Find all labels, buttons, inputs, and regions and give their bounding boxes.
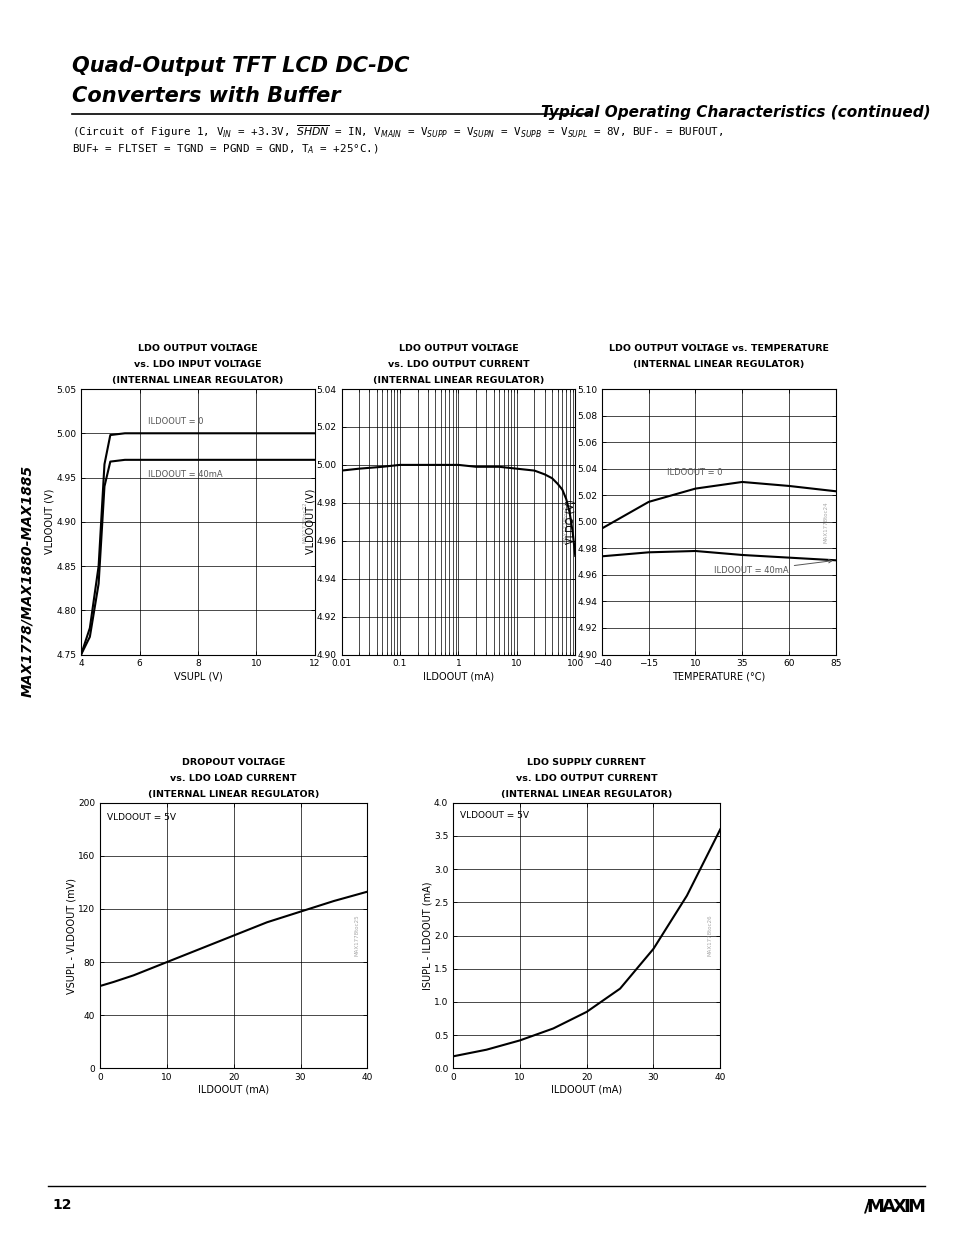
Text: DROPOUT VOLTAGE: DROPOUT VOLTAGE bbox=[182, 758, 285, 767]
Text: Typical Operating Characteristics (continued): Typical Operating Characteristics (conti… bbox=[540, 105, 929, 120]
X-axis label: TEMPERATURE (°C): TEMPERATURE (°C) bbox=[672, 671, 764, 682]
Y-axis label: VSUPL - VLDOOUT (mV): VSUPL - VLDOOUT (mV) bbox=[67, 878, 76, 993]
Text: MAX1778toc24: MAX1778toc24 bbox=[822, 501, 828, 542]
Text: ILDOOUT = 40mA: ILDOOUT = 40mA bbox=[148, 471, 223, 479]
Y-axis label: ISUPL - ILDOOUT (mA): ISUPL - ILDOOUT (mA) bbox=[422, 882, 432, 989]
Text: LDO OUTPUT VOLTAGE: LDO OUTPUT VOLTAGE bbox=[138, 345, 257, 353]
Text: LDO SUPPLY CURRENT: LDO SUPPLY CURRENT bbox=[527, 758, 645, 767]
X-axis label: ILDOOUT (mA): ILDOOUT (mA) bbox=[198, 1084, 269, 1095]
Text: ILDOOUT = 40mA: ILDOOUT = 40mA bbox=[714, 559, 831, 576]
Text: (INTERNAL LINEAR REGULATOR): (INTERNAL LINEAR REGULATOR) bbox=[633, 361, 803, 369]
Text: (INTERNAL LINEAR REGULATOR): (INTERNAL LINEAR REGULATOR) bbox=[148, 790, 319, 799]
Text: vs. LDO INPUT VOLTAGE: vs. LDO INPUT VOLTAGE bbox=[134, 361, 261, 369]
Y-axis label: VLDOOUT (V): VLDOOUT (V) bbox=[45, 489, 54, 555]
Text: vs. LDO OUTPUT CURRENT: vs. LDO OUTPUT CURRENT bbox=[387, 361, 529, 369]
Text: ILDOOUT = 0: ILDOOUT = 0 bbox=[667, 468, 722, 477]
Text: $\mathbf{/\!M\!A\!X\!I\!M}$: $\mathbf{/\!M\!A\!X\!I\!M}$ bbox=[862, 1198, 924, 1216]
Text: MAX1778toc26: MAX1778toc26 bbox=[706, 915, 712, 956]
Text: Converters with Buffer: Converters with Buffer bbox=[71, 86, 339, 106]
Text: LDO OUTPUT VOLTAGE vs. TEMPERATURE: LDO OUTPUT VOLTAGE vs. TEMPERATURE bbox=[608, 345, 828, 353]
Text: vs. LDO LOAD CURRENT: vs. LDO LOAD CURRENT bbox=[171, 774, 296, 783]
Text: 12: 12 bbox=[52, 1198, 71, 1212]
Text: (INTERNAL LINEAR REGULATOR): (INTERNAL LINEAR REGULATOR) bbox=[373, 377, 543, 385]
Text: (INTERNAL LINEAR REGULATOR): (INTERNAL LINEAR REGULATOR) bbox=[112, 377, 283, 385]
Text: MAX1778toc25: MAX1778toc25 bbox=[354, 915, 359, 956]
X-axis label: ILDOOUT (mA): ILDOOUT (mA) bbox=[551, 1084, 621, 1095]
X-axis label: VSUPL (V): VSUPL (V) bbox=[173, 671, 222, 682]
X-axis label: ILDOOUT (mA): ILDOOUT (mA) bbox=[422, 671, 494, 682]
Text: ILDOOUT = 0: ILDOOUT = 0 bbox=[148, 417, 204, 426]
Text: Quad-Output TFT LCD DC-DC: Quad-Output TFT LCD DC-DC bbox=[71, 56, 409, 75]
Y-axis label: VLDO (V): VLDO (V) bbox=[565, 499, 575, 545]
Y-axis label: VLDOOUT (V): VLDOOUT (V) bbox=[305, 489, 314, 555]
Text: LDO OUTPUT VOLTAGE: LDO OUTPUT VOLTAGE bbox=[398, 345, 517, 353]
Text: MAX1778toc22: MAX1778toc22 bbox=[302, 501, 308, 542]
Text: vs. LDO OUTPUT CURRENT: vs. LDO OUTPUT CURRENT bbox=[516, 774, 657, 783]
Text: VLDOOUT = 5V: VLDOOUT = 5V bbox=[459, 810, 528, 820]
Text: (INTERNAL LINEAR REGULATOR): (INTERNAL LINEAR REGULATOR) bbox=[500, 790, 672, 799]
Text: (Circuit of Figure 1, V$_{IN}$ = +3.3V, $\overline{SHDN}$ = IN, V$_{MAIN}$ = V$_: (Circuit of Figure 1, V$_{IN}$ = +3.3V, … bbox=[71, 124, 722, 156]
Text: MAX1778/MAX1880-MAX1885: MAX1778/MAX1880-MAX1885 bbox=[20, 464, 33, 697]
Text: VLDOOUT = 5V: VLDOOUT = 5V bbox=[107, 814, 175, 823]
Text: MAX1778toc23: MAX1778toc23 bbox=[562, 501, 568, 542]
